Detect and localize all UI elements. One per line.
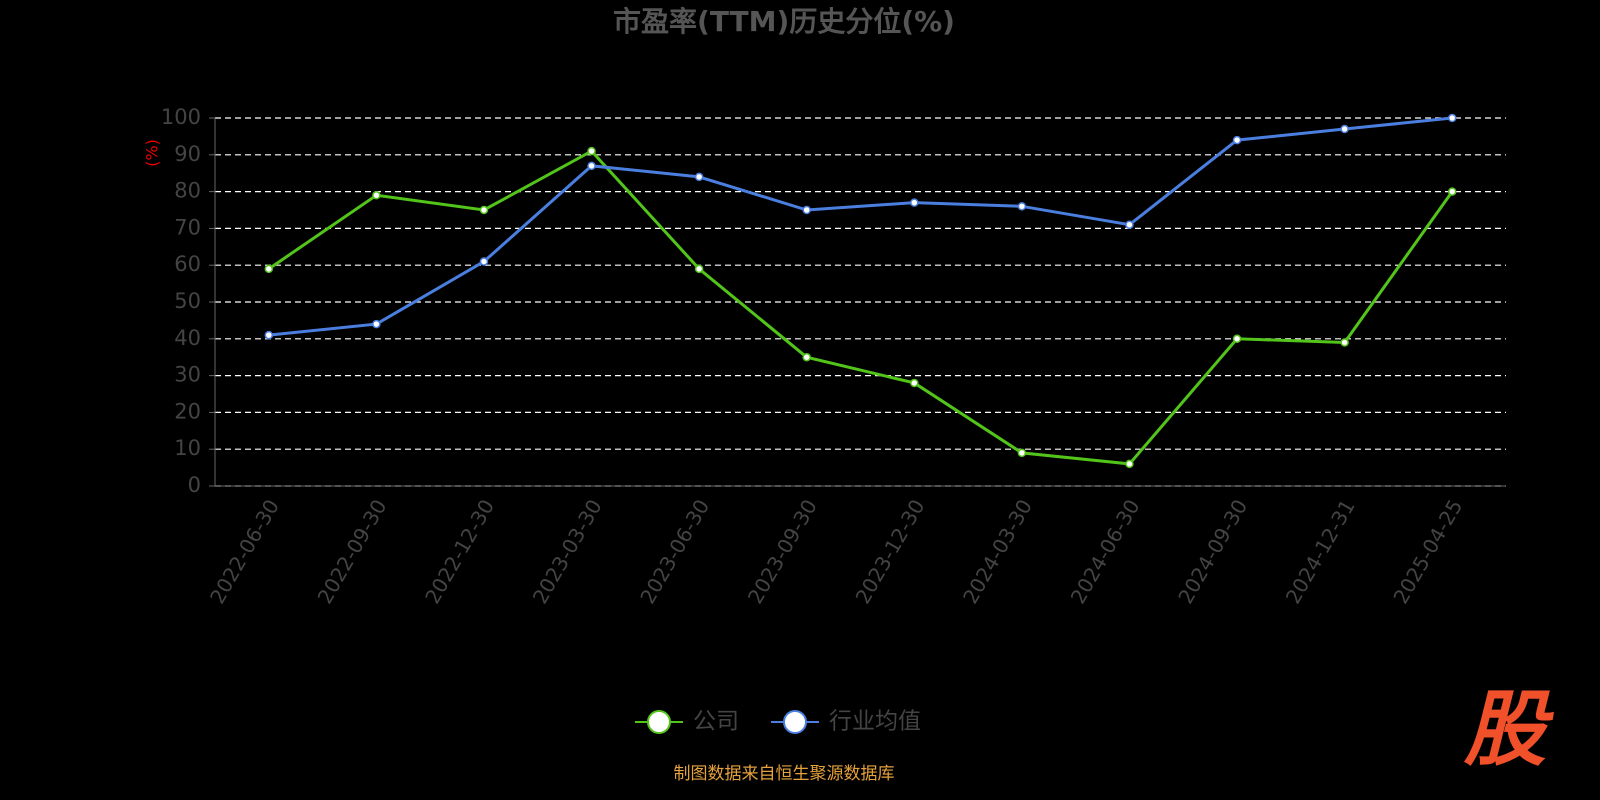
legend-label: 公司 xyxy=(693,709,739,735)
series-line xyxy=(268,116,1453,337)
y-tick-label: 100 xyxy=(161,105,201,129)
data-point xyxy=(1017,448,1027,458)
data-point xyxy=(910,378,919,388)
data-point xyxy=(694,264,704,274)
chart-title: 市盈率(TTM)历史分位(%) xyxy=(613,5,955,38)
logo: 股 xyxy=(1463,682,1554,777)
data-point xyxy=(479,205,489,215)
data-point xyxy=(1340,124,1349,134)
data-point xyxy=(1232,135,1242,145)
data-point xyxy=(264,330,274,340)
legend-marker xyxy=(647,710,671,734)
data-point xyxy=(1340,338,1349,347)
y-tick-label: 40 xyxy=(174,326,201,350)
y-tick-label: 90 xyxy=(174,142,201,166)
data-point xyxy=(372,191,381,200)
y-tick-label: 50 xyxy=(174,289,201,313)
data-point xyxy=(1232,334,1242,344)
data-point xyxy=(587,161,596,171)
y-tick-label: 70 xyxy=(174,215,201,239)
data-point xyxy=(1017,202,1027,211)
data-point xyxy=(587,146,596,156)
data-point xyxy=(910,198,919,207)
data-point xyxy=(264,264,274,274)
data-point xyxy=(1125,459,1134,469)
data-point xyxy=(802,205,811,215)
data-point xyxy=(1125,220,1134,229)
data-point xyxy=(479,257,489,266)
data-point xyxy=(1447,113,1457,123)
y-axis-label: (%) xyxy=(143,139,162,167)
y-tick-label: 0 xyxy=(188,473,201,497)
legend-label: 行业均值 xyxy=(829,709,921,735)
y-tick-label: 80 xyxy=(174,179,201,203)
y-tick-label: 60 xyxy=(174,252,201,276)
data-point xyxy=(372,319,381,329)
source-note: 制图数据来自恒生聚源数据库 xyxy=(674,764,895,784)
series-line xyxy=(267,149,1454,466)
y-tick-label: 30 xyxy=(174,363,201,387)
legend-marker xyxy=(783,710,807,734)
data-point xyxy=(694,172,704,182)
y-tick-label: 10 xyxy=(174,436,201,460)
data-point xyxy=(1447,187,1457,196)
data-point xyxy=(802,352,811,362)
y-tick-label: 20 xyxy=(174,399,201,423)
